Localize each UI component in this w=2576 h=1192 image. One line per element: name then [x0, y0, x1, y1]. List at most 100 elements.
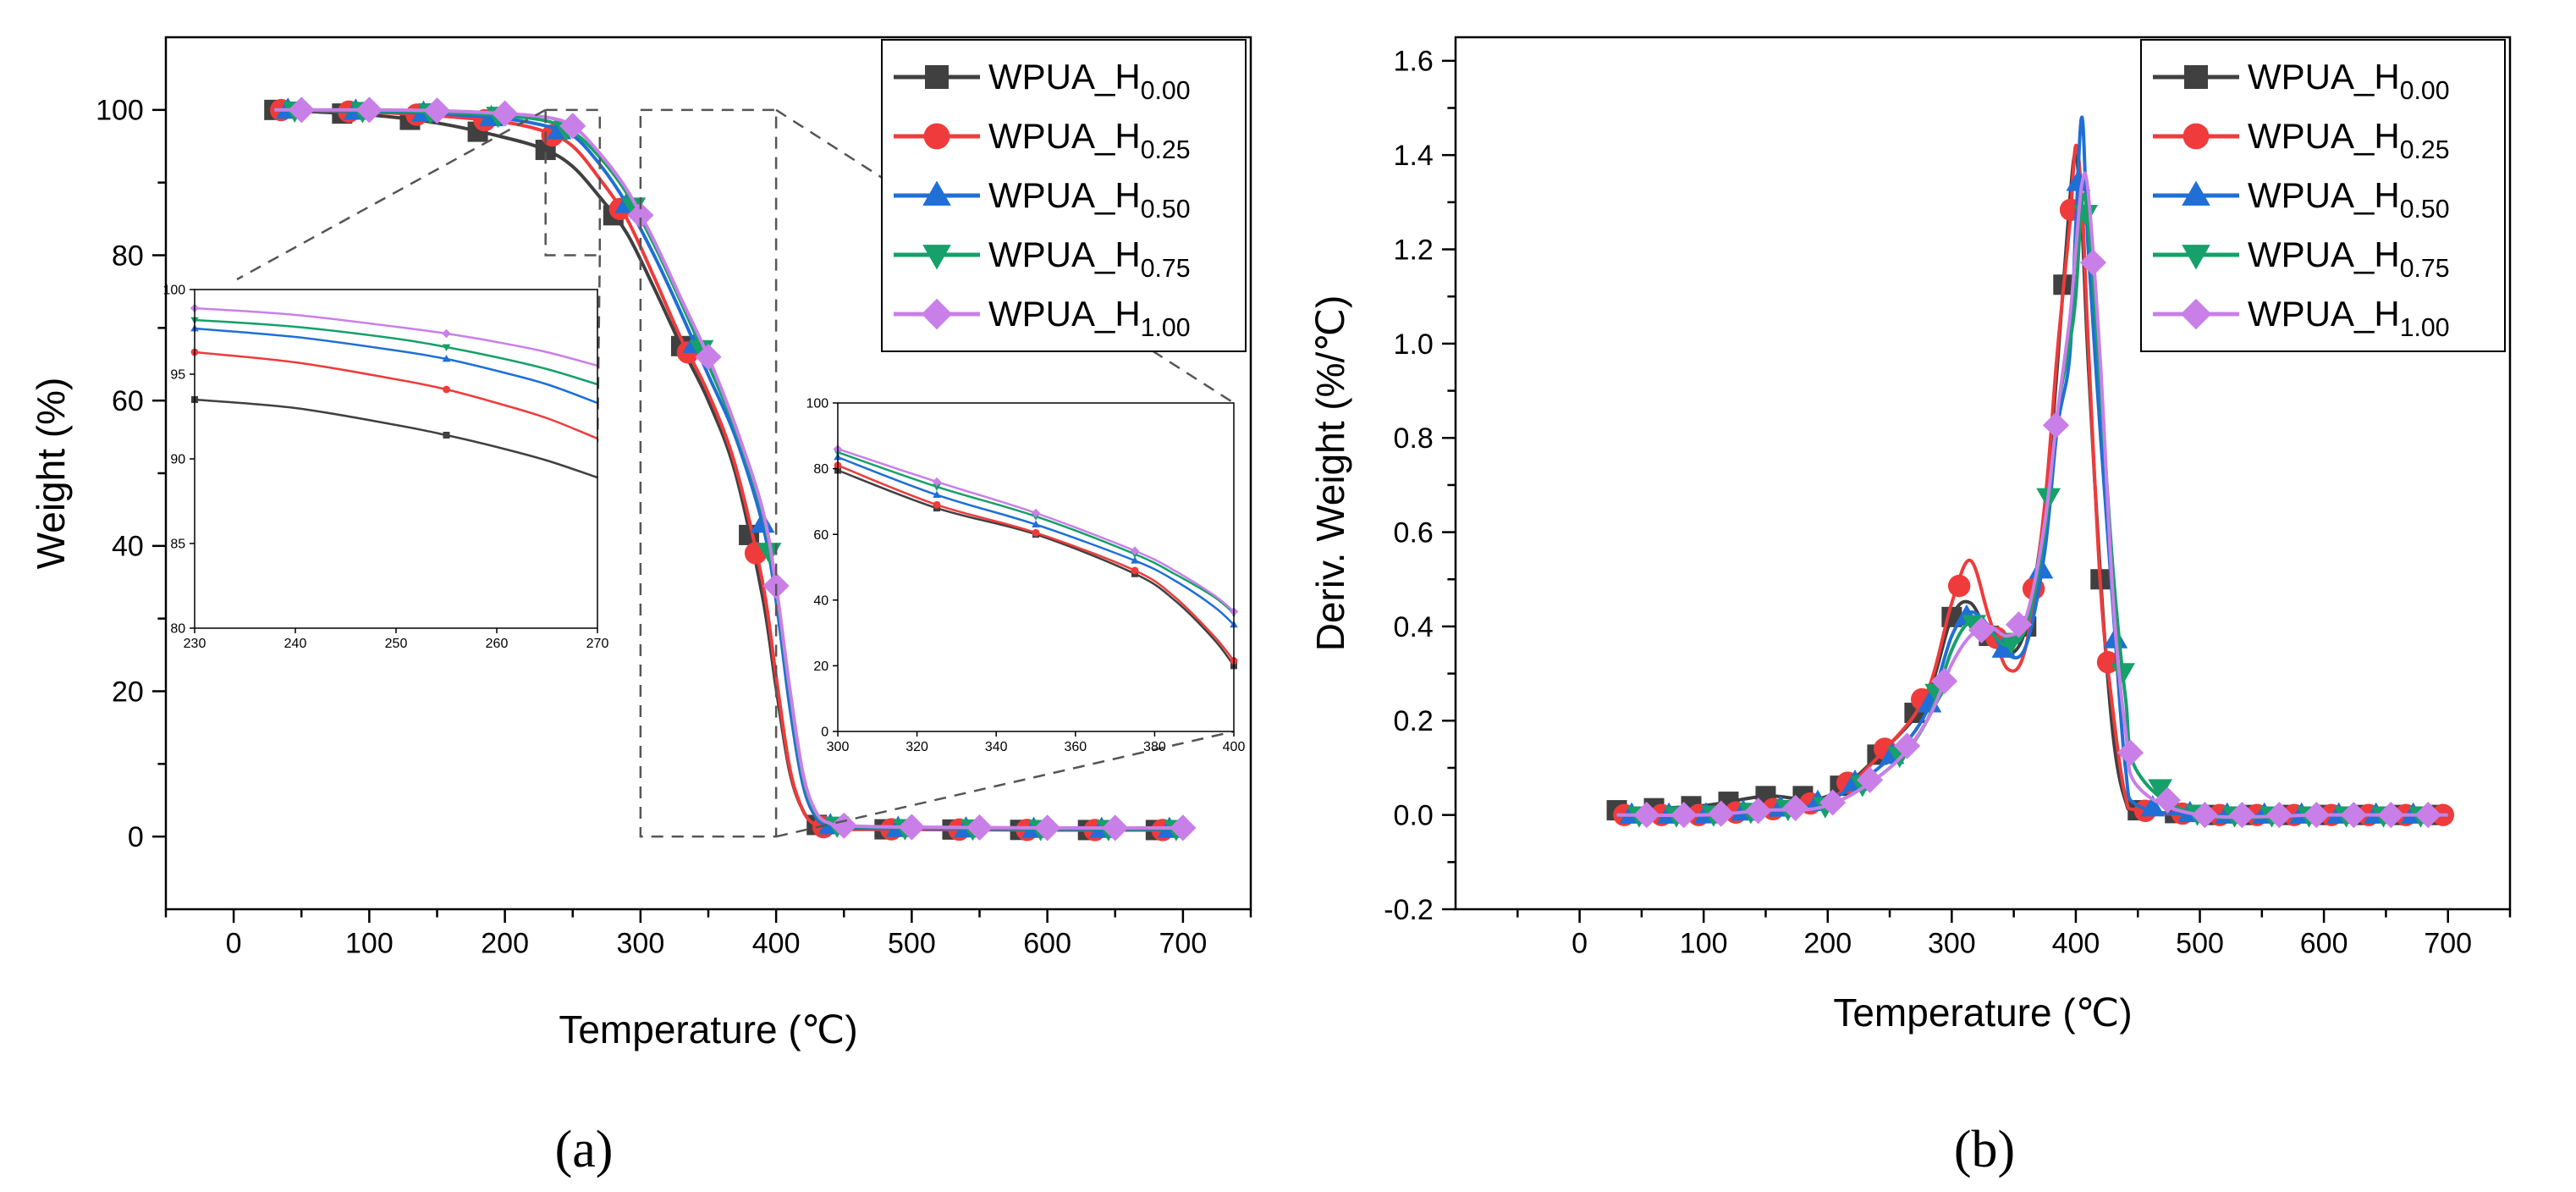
x-tick-label: 400 [2052, 928, 2100, 960]
y-tick-label: 40 [112, 531, 144, 563]
series-line-WPUA_H0.50 [837, 455, 1235, 626]
x-axis-title: Temperature (℃) [1833, 991, 2132, 1035]
x-axis-title: Temperature (℃) [559, 1007, 857, 1051]
data-point-WPUA_H1.00 [1633, 802, 1660, 829]
data-point-WPUA_H1.00 [1819, 789, 1847, 816]
data-point-WPUA_H1.00 [423, 97, 451, 124]
legend-marker [922, 245, 951, 270]
x-tick-label: 360 [1064, 740, 1087, 754]
data-point-WPUA_H0.75 [2148, 779, 2173, 801]
plot-frame [1454, 36, 2512, 911]
series-line-WPUA_H0.00 [837, 469, 1236, 667]
y-tick-label: 0 [821, 726, 828, 740]
x-tick-label: 100 [345, 928, 394, 960]
series-line-WPUA_H1.00 [194, 306, 598, 367]
data-point-WPUA_H0.50 [442, 355, 451, 362]
legend: WPUA_H0.00WPUA_H0.25WPUA_H0.50WPUA_H0.75… [881, 39, 1247, 352]
legend-marker [923, 123, 950, 150]
y-tick-label: 0.6 [1394, 516, 1434, 549]
x-tick-label: 270 [586, 637, 609, 651]
series-line-WPUA_H0.00 [194, 398, 598, 479]
y-tick-label: 80 [170, 622, 185, 637]
legend-marker [922, 180, 951, 206]
legend-marker [921, 298, 953, 330]
y-tick-label: 1.0 [1394, 328, 1434, 361]
data-point-WPUA_H1.00 [2340, 802, 2367, 829]
x-tick-label: 250 [385, 637, 408, 651]
zoom-connector [775, 730, 1235, 838]
x-tick-label: 100 [1680, 928, 1728, 960]
data-point-WPUA_H1.00 [1930, 667, 1958, 695]
legend-marker [2184, 65, 2208, 89]
x-tick-label: 230 [184, 637, 206, 651]
y-tick-label: 0 [128, 821, 144, 853]
x-tick-label: 300 [827, 740, 850, 754]
data-point-WPUA_H1.00 [1745, 797, 1772, 825]
y-tick-label: 100 [806, 397, 828, 411]
inset-background [838, 403, 1234, 731]
data-point-WPUA_H0.50 [2066, 169, 2091, 191]
data-point-WPUA_H1.00 [1782, 794, 1809, 822]
panel-b-dtg-chart: 0 100 200 300 400 500 600 700 -0.2 0.0 0.2 0.4 0.6 0.… [1308, 36, 2512, 1035]
data-point-WPUA_H1.00 [355, 97, 383, 124]
y-tick-label: 90 [170, 453, 185, 467]
data-point-WPUA_H1.00 [898, 814, 925, 841]
plot-frame [837, 402, 1235, 732]
data-point-WPUA_H1.00 [1034, 814, 1061, 842]
data-point-WPUA_H1.00 [627, 201, 654, 229]
y-tick-label: 80 [813, 462, 828, 477]
data-point-WPUA_H0.25 [1947, 574, 1971, 598]
y-tick-label: 0.4 [1394, 611, 1434, 643]
data-point-WPUA_H1.00 [2414, 802, 2441, 829]
data-point-WPUA_H1.00 [2042, 411, 2070, 439]
y-tick-label: 40 [813, 593, 828, 608]
y-tick-label: 1.6 [1394, 46, 1434, 78]
legend-marker [925, 65, 949, 89]
data-point-WPUA_H1.00 [2228, 802, 2255, 829]
y-axis-title: Deriv. Weight (%/℃) [1308, 295, 1352, 652]
data-point-WPUA_H0.25 [1032, 528, 1040, 537]
data-point-WPUA_H1.00 [442, 328, 451, 339]
data-point-WPUA_H1.00 [492, 100, 519, 127]
data-point-WPUA_H1.00 [2265, 802, 2293, 829]
zoom-box-right [639, 108, 778, 838]
x-tick-label: 0 [226, 928, 242, 960]
data-point-WPUA_H1.00 [2303, 802, 2330, 829]
x-tick-label: 500 [888, 928, 936, 960]
series-line-WPUA_H0.75 [837, 451, 1235, 615]
data-point-WPUA_H0.50 [2140, 795, 2166, 817]
y-tick-label: 20 [112, 676, 144, 708]
x-tick-label: 500 [2176, 928, 2224, 960]
y-tick-label: 1.4 [1394, 140, 1434, 172]
data-point-WPUA_H1.00 [1708, 800, 1735, 827]
series-line-WPUA_H1.00 [837, 448, 1235, 613]
data-point-WPUA_H0.50 [750, 511, 775, 533]
y-tick-label: -0.2 [1384, 894, 1434, 926]
x-tick-label: 0 [1571, 928, 1588, 960]
data-point-WPUA_H1.00 [2154, 786, 2182, 814]
zoom-connector [596, 255, 602, 443]
data-point-WPUA_H0.50 [1131, 556, 1139, 564]
data-point-WPUA_H1.00 [1170, 814, 1197, 842]
y-tick-label: 0.8 [1394, 422, 1434, 455]
data-point-WPUA_H1.00 [830, 812, 857, 839]
series-line-WPUA_H0.50 [194, 327, 598, 405]
legend-marker [2182, 245, 2210, 270]
data-point-WPUA_H0.25 [1131, 566, 1139, 575]
x-tick-label: 380 [1143, 740, 1166, 754]
data-point-WPUA_H1.00 [559, 113, 586, 140]
data-point-WPUA_H1.00 [1031, 508, 1041, 518]
data-point-WPUA_H0.50 [1032, 520, 1040, 527]
legend-marker [2182, 123, 2210, 150]
data-point-WPUA_H1.00 [2377, 802, 2404, 829]
data-point-WPUA_H1.00 [1893, 732, 1921, 759]
data-point-WPUA_H0.75 [933, 483, 941, 491]
legend-marker [2182, 180, 2210, 206]
data-point-WPUA_H1.00 [1968, 616, 1995, 643]
data-point-WPUA_H1.00 [288, 97, 315, 124]
y-tick-label: 0.0 [1394, 800, 1434, 832]
data-point-WPUA_H0.75 [2111, 663, 2136, 685]
panel-a-label: (a) [555, 1121, 614, 1178]
